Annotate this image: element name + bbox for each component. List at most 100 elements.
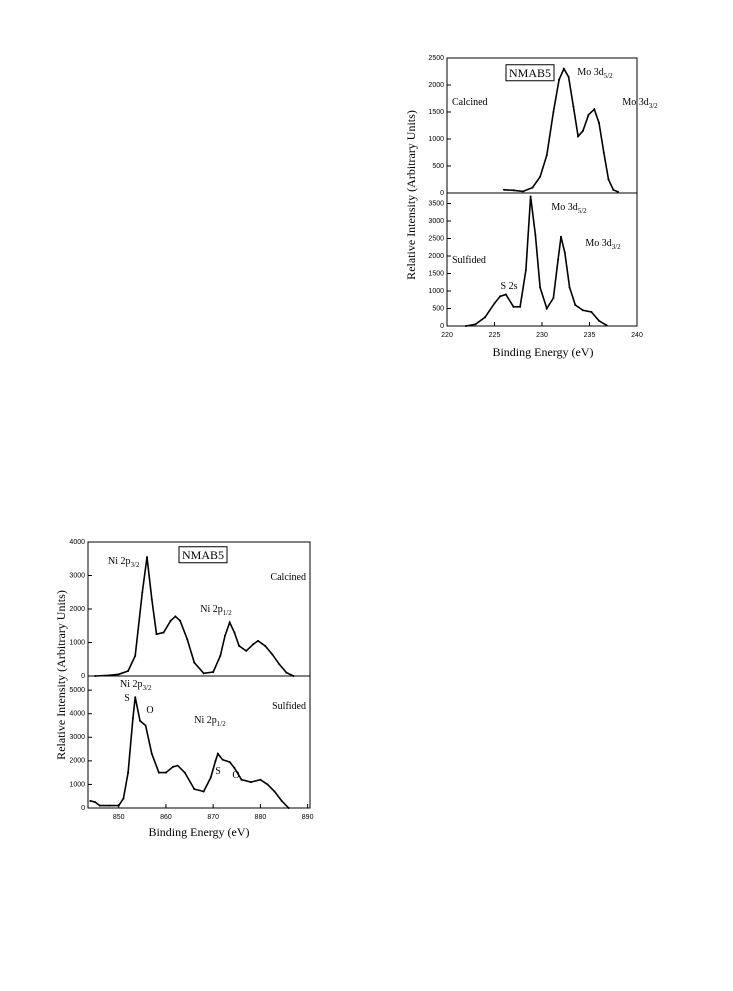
data-point <box>273 790 276 793</box>
data-point <box>522 190 524 193</box>
annotation-subscript: 5/2 <box>604 72 613 80</box>
annotation: Ni 2p3/2 <box>120 679 152 691</box>
data-point <box>252 643 255 646</box>
annotation-subscript: 3/2 <box>143 684 152 692</box>
data-point <box>280 799 283 802</box>
data-point <box>94 801 97 804</box>
annotation: S 2s <box>501 281 518 292</box>
annotation-subscript: 5/2 <box>578 207 587 215</box>
data-point <box>228 761 231 764</box>
data-point <box>202 672 205 675</box>
data-point <box>474 323 477 326</box>
data-point <box>108 804 111 807</box>
y-tick-label: 2000 <box>428 253 444 260</box>
data-point <box>219 654 222 657</box>
data-point <box>266 783 269 786</box>
x-tick-label: 235 <box>584 332 596 339</box>
data-point <box>504 293 507 296</box>
data-point <box>539 286 542 289</box>
y-tick-label: 0 <box>81 673 85 680</box>
data-point <box>534 234 537 236</box>
annotation-subscript: 1/2 <box>223 609 232 617</box>
data-point <box>259 778 262 781</box>
data-point <box>216 752 219 755</box>
annotation: Sulfided <box>272 701 306 712</box>
title-box <box>178 546 228 564</box>
annotation: Sulfided <box>452 255 486 266</box>
data-point <box>155 633 158 636</box>
data-point <box>524 269 527 271</box>
data-point <box>581 129 584 132</box>
annotation: Calcined <box>270 572 306 583</box>
data-point <box>512 305 515 308</box>
y-tick-label: 1500 <box>428 270 444 277</box>
data-point <box>287 807 290 809</box>
data-point <box>484 316 486 319</box>
data-point <box>285 671 288 674</box>
y-tick-label: 1500 <box>428 109 444 116</box>
annotation-text: Ni 2p <box>120 679 143 690</box>
annotation-text: Ni 2p <box>108 556 131 567</box>
annotation-text: Sulfided <box>272 701 306 712</box>
y-tick-label: 0 <box>81 805 85 812</box>
annotation: Mo 3d5/2 <box>577 67 613 79</box>
data-point <box>186 638 189 641</box>
data-point <box>557 258 560 261</box>
data-point <box>169 619 172 622</box>
data-point <box>164 771 167 774</box>
data-point <box>545 307 548 310</box>
y-tick-label: 2000 <box>69 758 85 765</box>
annotation-text: O <box>146 705 153 716</box>
annotation: Mo 3d3/2 <box>585 238 621 250</box>
data-point <box>271 653 274 656</box>
data-point <box>560 235 562 238</box>
data-point <box>264 644 267 647</box>
x-tick-label: 230 <box>536 332 548 339</box>
data-point <box>598 121 600 124</box>
y-tick-label: 4000 <box>69 711 85 718</box>
data-point <box>221 758 224 761</box>
data-point <box>612 188 615 191</box>
data-point <box>117 804 120 807</box>
spectrum-line <box>465 196 608 327</box>
x-axis-label: Binding Energy (eV) <box>492 345 593 359</box>
y-tick-label: 1000 <box>428 288 444 295</box>
data-point <box>257 639 260 642</box>
data-point <box>172 765 175 768</box>
data-point <box>127 669 130 672</box>
spectrum-line <box>95 556 294 677</box>
spectrum-line <box>503 67 619 193</box>
title-box <box>505 64 555 82</box>
data-point <box>179 619 182 622</box>
annotation-text: Mo 3d <box>585 238 611 249</box>
y-tick-label: 3000 <box>69 572 85 579</box>
annotation: Mo 3d3/2 <box>622 97 658 109</box>
data-point <box>134 696 137 699</box>
annotation-text: Calcined <box>452 97 488 108</box>
annotation: S <box>215 766 221 777</box>
data-point <box>512 189 515 192</box>
annotation-text: Calcined <box>270 572 306 583</box>
data-point <box>607 178 610 181</box>
data-point <box>590 311 593 313</box>
y-tick-label: 1000 <box>69 781 85 788</box>
spectrum-line <box>90 697 290 809</box>
y-tick-label: 0 <box>440 323 444 330</box>
data-point <box>141 591 144 594</box>
x-tick-label: 240 <box>631 332 643 339</box>
data-point <box>587 113 590 116</box>
data-point <box>150 752 153 755</box>
data-point <box>493 302 496 305</box>
annotation-text: Mo 3d <box>577 67 603 78</box>
data-point <box>89 799 92 802</box>
data-point <box>127 771 130 774</box>
y-tick-label: 500 <box>432 163 444 170</box>
x-tick-label: 870 <box>207 814 219 821</box>
data-point <box>605 324 608 327</box>
data-point <box>245 649 248 652</box>
data-point <box>202 790 205 793</box>
data-point <box>209 776 212 779</box>
y-axis-label: Relative Intensity (Arbitrary Units) <box>54 590 68 760</box>
data-point <box>212 670 215 673</box>
plot-frame <box>87 675 311 809</box>
